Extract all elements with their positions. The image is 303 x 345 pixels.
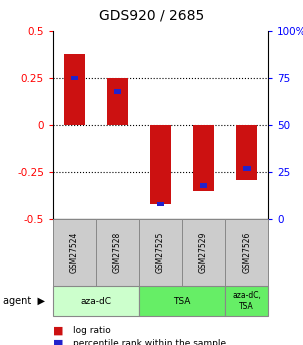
Bar	[236, 125, 258, 180]
Text: agent  ▶: agent ▶	[3, 296, 45, 306]
Bar	[114, 89, 122, 93]
Bar	[243, 166, 251, 171]
Text: log ratio: log ratio	[73, 326, 111, 335]
Text: ■: ■	[53, 338, 64, 345]
Text: TSA: TSA	[173, 296, 191, 306]
Bar	[200, 183, 208, 188]
Bar	[71, 76, 78, 80]
Bar	[107, 78, 128, 125]
Bar	[193, 125, 215, 191]
Text: GSM27524: GSM27524	[70, 232, 79, 273]
Text: GSM27526: GSM27526	[242, 232, 251, 273]
Bar	[157, 202, 165, 206]
Text: ■: ■	[53, 325, 64, 335]
Bar	[150, 125, 171, 204]
Text: percentile rank within the sample: percentile rank within the sample	[73, 339, 226, 345]
Text: GSM27525: GSM27525	[156, 232, 165, 273]
Bar	[64, 53, 85, 125]
Text: GSM27529: GSM27529	[199, 232, 208, 273]
Text: aza-dC: aza-dC	[81, 296, 112, 306]
Text: GDS920 / 2685: GDS920 / 2685	[99, 9, 204, 22]
Text: aza-dC,
TSA: aza-dC, TSA	[232, 291, 261, 311]
Text: GSM27528: GSM27528	[113, 232, 122, 273]
